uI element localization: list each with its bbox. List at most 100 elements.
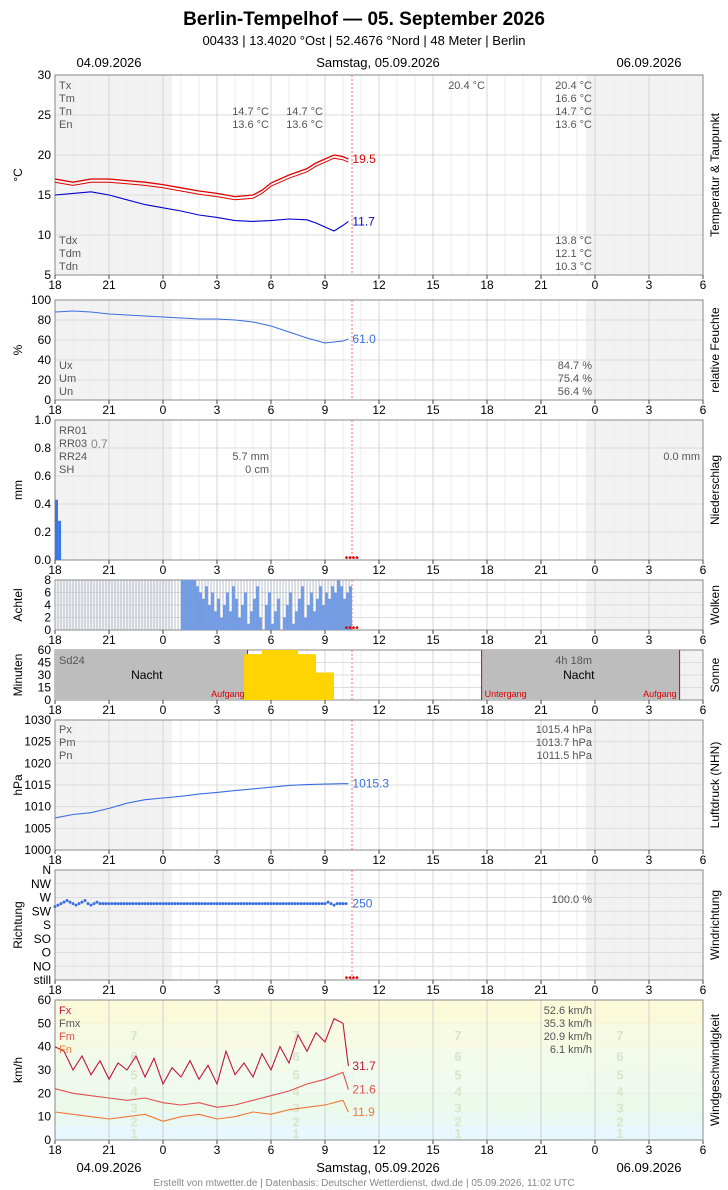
x-tick-label: 12 xyxy=(372,633,386,647)
winddir-point xyxy=(185,902,189,906)
x-tick-label: 3 xyxy=(646,853,653,867)
beaufort-label: 7 xyxy=(616,1028,623,1043)
series-end-label: 61.0 xyxy=(352,332,376,346)
beaufort-label: 3 xyxy=(130,1100,137,1115)
sd24-label: Sd24 xyxy=(59,655,85,667)
winddir-point xyxy=(263,902,267,906)
winddir-point xyxy=(134,902,138,906)
night-block xyxy=(481,650,680,700)
y-tick-label: NO xyxy=(33,959,51,973)
winddir-point xyxy=(287,902,291,906)
x-tick-label: 15 xyxy=(426,403,440,417)
beaufort-label: 5 xyxy=(616,1068,623,1083)
beaufort-label: 6 xyxy=(454,1049,461,1064)
y-tick-label: 0.0 xyxy=(34,553,51,567)
y-tick-label: 40 xyxy=(38,1040,52,1054)
y-tick-label: 2 xyxy=(44,611,51,625)
cloud-bar xyxy=(310,592,314,630)
series-line-secondary xyxy=(54,157,349,201)
cloud-bar xyxy=(349,586,353,630)
stat-label: Tm xyxy=(59,93,75,105)
cloud-bar xyxy=(340,586,344,630)
series-end-label: 31.7 xyxy=(352,1059,376,1073)
y-tick-label: 0 xyxy=(44,1133,51,1147)
y-tick-label: 80 xyxy=(38,313,52,327)
x-tick-label: 12 xyxy=(372,563,386,577)
stat-day-tn: 14.7 °C xyxy=(286,106,323,118)
winddir-point xyxy=(335,902,339,906)
winddir-point xyxy=(158,902,162,906)
x-tick-label: 3 xyxy=(646,403,653,417)
panel-precip: 1.00.80.60.40.20.018 21 0 3 6 9 12 15 18 21 0 3 6mm N… xyxy=(11,413,722,577)
winddir-point xyxy=(140,902,144,906)
night-shade xyxy=(55,420,172,560)
x-tick-label: 6 xyxy=(700,1143,707,1157)
y-tick-label: 60 xyxy=(38,333,52,347)
stat-label: 20.9 km/h xyxy=(544,1031,592,1043)
winddir-point xyxy=(83,899,87,903)
winddir-point xyxy=(323,902,327,906)
y-tick-label: 25 xyxy=(38,108,52,122)
x-tick-label: 18 xyxy=(48,403,62,417)
side-label: Wolken xyxy=(708,585,722,625)
beaufort-label: 1 xyxy=(616,1126,623,1141)
cloud-bar xyxy=(322,605,326,630)
missing-marker: •••• xyxy=(345,973,360,984)
cloud-bar xyxy=(196,586,200,630)
winddir-point xyxy=(278,902,282,906)
winddir-point xyxy=(89,903,93,907)
winddir-point xyxy=(257,902,261,906)
cloud-bar xyxy=(295,611,299,630)
y-tick-label: 0.8 xyxy=(34,441,51,455)
x-tick-label: 3 xyxy=(214,278,221,292)
side-label: Windgeschwindigkeit xyxy=(708,1013,722,1126)
beaufort-label: 5 xyxy=(292,1068,299,1083)
winddir-point xyxy=(179,902,183,906)
winddir-point xyxy=(92,902,96,906)
x-tick-label: 15 xyxy=(426,1143,440,1157)
winddir-point xyxy=(341,902,345,906)
x-tick-label: 9 xyxy=(322,563,329,577)
stat-label: 6.1 km/h xyxy=(550,1044,592,1056)
night-label: Nacht xyxy=(131,668,163,682)
x-tick-label: 21 xyxy=(534,853,548,867)
stat-label: 20.4 °C xyxy=(555,80,592,92)
winddir-point xyxy=(239,902,243,906)
cloud-bar xyxy=(181,580,185,630)
x-tick-label: 9 xyxy=(322,278,329,292)
x-tick-label: 0 xyxy=(160,633,167,647)
sd24-value: 4h 18m xyxy=(555,655,592,667)
winddir-point xyxy=(113,902,117,906)
y-axis-label: hPa xyxy=(11,774,25,796)
winddir-point xyxy=(272,902,276,906)
x-tick-label: 6 xyxy=(700,983,707,997)
y-tick-label: 4 xyxy=(44,598,51,612)
cloud-bar xyxy=(346,592,350,630)
panel-frame xyxy=(54,999,704,1141)
beaufort-label: 2 xyxy=(616,1114,623,1129)
x-tick-label: 18 xyxy=(48,1143,62,1157)
beaufort-label: 6 xyxy=(130,1049,137,1064)
rr24-value: 5.7 mm xyxy=(232,451,269,463)
stat-day-en: 13.6 °C xyxy=(286,119,323,131)
y-tick-label: 0 xyxy=(44,393,51,407)
x-tick-label: 0 xyxy=(160,563,167,577)
y-axis-label: % xyxy=(11,344,25,355)
winddir-point xyxy=(104,902,108,906)
winddir-point xyxy=(56,903,60,907)
series-line xyxy=(54,191,349,232)
night-shade xyxy=(586,300,703,400)
cloud-bar xyxy=(238,617,242,630)
x-tick-label: 9 xyxy=(322,853,329,867)
winddir-point xyxy=(245,902,249,906)
x-tick-label: 6 xyxy=(268,703,275,717)
cloud-bar xyxy=(214,611,218,630)
side-label: Sonne xyxy=(708,657,722,692)
y-tick-label: 1025 xyxy=(24,735,51,749)
x-tick-label: 0 xyxy=(592,983,599,997)
stat-label: 52.6 km/h xyxy=(544,1005,592,1017)
x-tick-label: 6 xyxy=(268,983,275,997)
